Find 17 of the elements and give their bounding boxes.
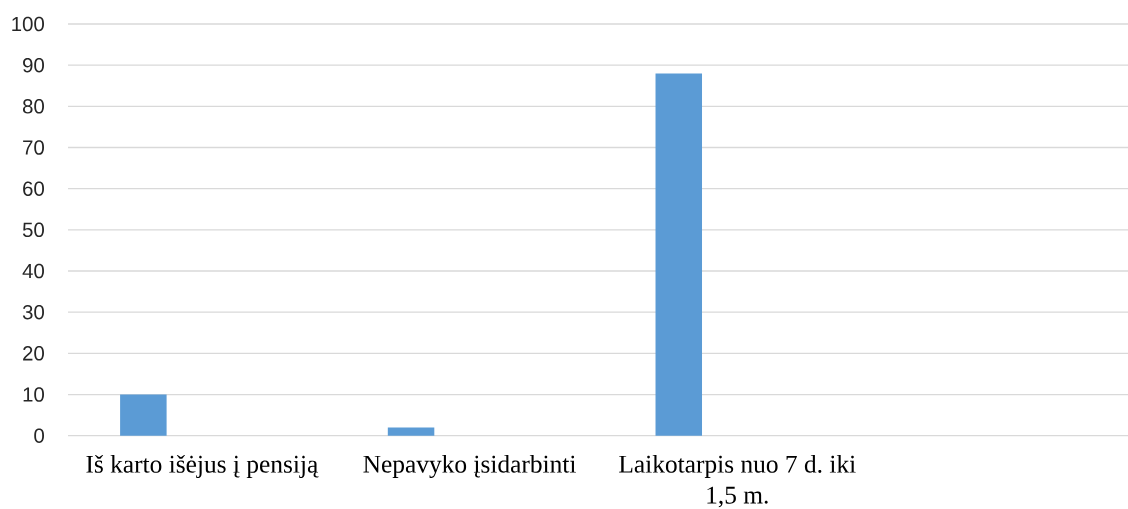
y-tick-label: 0 xyxy=(34,428,44,443)
y-tick-label: 10 xyxy=(23,387,44,402)
y-tick-label: 50 xyxy=(22,222,44,238)
x-tick-label: Iš karto išėjus į pensiją xyxy=(86,454,319,478)
y-tick-label: 80 xyxy=(22,99,44,114)
y-tick-label: 40 xyxy=(22,263,44,279)
bar xyxy=(387,427,435,436)
bar xyxy=(120,394,167,436)
y-tick-label: 60 xyxy=(23,181,44,196)
bar xyxy=(655,73,703,436)
y-tick-label: 20 xyxy=(23,346,44,361)
x-tick-label: Nepavyko įsidarbinti xyxy=(363,454,576,479)
y-tick-label: 30 xyxy=(22,304,44,320)
y-tick-label: 70 xyxy=(23,140,44,155)
y-tick-label: 100 xyxy=(12,16,44,32)
x-tick-label: Laikotarpis nuo 7 d. iki 1,5 m. xyxy=(619,454,856,508)
y-tick-label: 90 xyxy=(23,57,44,73)
